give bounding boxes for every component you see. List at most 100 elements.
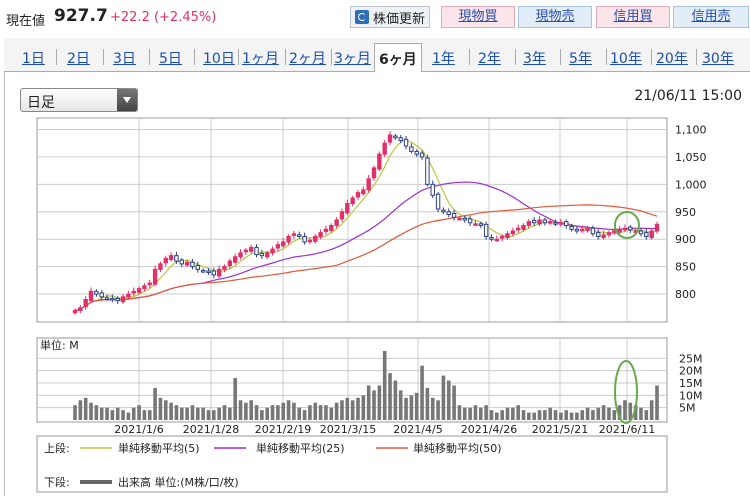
volume-bar <box>532 412 536 420</box>
candle <box>313 233 318 244</box>
tab-2d[interactable]: 2日 <box>67 51 90 67</box>
refresh-price-button[interactable]: 株価更新 <box>350 6 430 28</box>
volume-bar <box>126 412 131 420</box>
tab-10d[interactable]: 10日 <box>203 51 235 67</box>
candle <box>72 308 78 315</box>
volume-tick-label: 15M <box>679 377 703 390</box>
volume-bar <box>505 407 510 420</box>
price-tick-label: 900 <box>675 233 696 246</box>
candle <box>174 251 179 264</box>
candle <box>510 227 516 237</box>
volume-bar <box>313 402 318 420</box>
tab-1y[interactable]: 1年 <box>432 51 455 67</box>
cash-buy-button[interactable]: 現物買 <box>441 6 515 28</box>
volume-bar <box>94 405 99 420</box>
volume-bar <box>430 397 435 420</box>
candle <box>515 224 521 234</box>
x-tick-label: 2021/1/28 <box>183 423 239 436</box>
candle <box>462 215 467 223</box>
volume-tick-label: 20M <box>679 365 703 378</box>
volume-bar <box>446 380 451 420</box>
volume-bar <box>516 405 520 420</box>
candle <box>382 139 387 157</box>
volume-bar <box>489 410 494 420</box>
volume-bar <box>308 405 312 420</box>
candle <box>596 229 601 240</box>
candle <box>585 226 590 233</box>
volume-bar <box>495 412 499 420</box>
volume-bar <box>318 405 323 420</box>
volume-bar <box>591 410 595 420</box>
candle <box>152 265 158 287</box>
volume-bar <box>569 412 574 420</box>
volume-bar <box>345 397 350 420</box>
tab-3y[interactable]: 3年 <box>523 51 546 67</box>
candle <box>259 249 265 259</box>
volume-bar <box>548 407 553 420</box>
x-tick-label: 2021/1/6 <box>114 423 163 436</box>
volume-bar <box>601 405 606 420</box>
candle <box>654 221 660 234</box>
candle <box>78 305 83 314</box>
candle <box>574 226 580 234</box>
tab-5d[interactable]: 5日 <box>159 51 182 67</box>
volume-bar <box>398 390 403 420</box>
volume-bar <box>580 410 585 420</box>
volume-bar <box>158 397 163 420</box>
candle <box>409 143 414 154</box>
tab-3d[interactable]: 3日 <box>113 51 136 67</box>
candle <box>345 199 350 216</box>
margin-sell-button[interactable]: 信用売 <box>673 6 749 28</box>
volume-tick-label: 10M <box>679 389 703 402</box>
candle <box>238 249 243 260</box>
candle <box>281 238 286 248</box>
tab-1m[interactable]: 1ヶ月 <box>242 51 279 67</box>
volume-bar <box>147 410 152 420</box>
candle <box>120 294 126 304</box>
volume-bar <box>511 407 515 420</box>
candle <box>110 294 115 303</box>
candle <box>318 229 323 240</box>
volume-bar <box>644 410 649 420</box>
candle <box>361 186 366 196</box>
candle <box>430 180 435 199</box>
period-type-select[interactable]: 日足 <box>20 88 138 112</box>
candle <box>206 268 211 275</box>
tab-2m[interactable]: 2ヶ月 <box>289 51 326 67</box>
volume-tick-label: 25M <box>679 352 703 365</box>
volume-bar <box>633 405 638 420</box>
tab-2y[interactable]: 2年 <box>478 51 501 67</box>
candle <box>136 286 142 295</box>
x-tick-label: 2021/4/5 <box>393 423 442 436</box>
cash-sell-button[interactable]: 現物売 <box>518 6 592 28</box>
tab-6m[interactable]: 6ヶ月 <box>374 43 422 73</box>
candle <box>569 223 574 232</box>
volume-bar <box>404 397 408 420</box>
candle <box>131 287 136 297</box>
candle <box>254 244 259 258</box>
volume-bar <box>329 407 334 420</box>
tab-3m[interactable]: 3ヶ月 <box>334 51 371 67</box>
tab-20y[interactable]: 20年 <box>656 51 688 67</box>
tab-30y[interactable]: 30年 <box>702 51 734 67</box>
volume-bar <box>244 402 248 420</box>
tab-5y[interactable]: 5年 <box>569 51 592 67</box>
price-change: +22.2 (+2.45%) <box>110 10 217 25</box>
volume-bar <box>302 410 307 420</box>
volume-bar <box>382 350 387 420</box>
candle <box>249 244 254 254</box>
tab-1d[interactable]: 1日 <box>22 51 45 67</box>
volume-bar <box>115 407 120 420</box>
tab-10y[interactable]: 10年 <box>610 51 642 67</box>
volume-bar <box>527 412 531 420</box>
candle <box>190 258 195 270</box>
volume-bar <box>238 400 243 420</box>
volume-bar <box>372 390 376 420</box>
volume-bar <box>452 385 456 420</box>
candle <box>451 209 457 221</box>
margin-buy-button[interactable]: 信用買 <box>596 6 670 28</box>
candle <box>393 133 398 140</box>
volume-bar <box>639 407 643 420</box>
volume-bar <box>462 407 467 420</box>
